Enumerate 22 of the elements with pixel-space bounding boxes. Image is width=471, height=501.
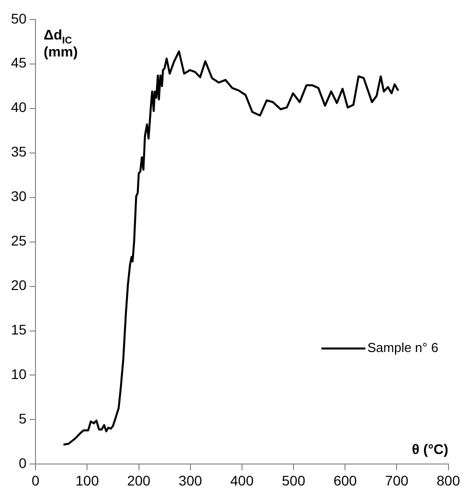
legend-label: Sample n° 6 bbox=[367, 340, 438, 356]
y-tick-label: 5 bbox=[18, 410, 27, 427]
x-tick-label: 600 bbox=[333, 472, 358, 488]
y-tick-label: 50 bbox=[10, 10, 27, 26]
x-tick-label: 400 bbox=[230, 472, 254, 488]
x-tick-label: 500 bbox=[282, 472, 306, 488]
x-tick-label: 700 bbox=[385, 472, 409, 488]
y-tick-label: 20 bbox=[10, 277, 27, 294]
y-tick-label: 35 bbox=[10, 144, 27, 160]
y-tick-label: 10 bbox=[10, 366, 27, 382]
x-tick-label: 100 bbox=[75, 472, 100, 488]
x-axis-title: θ (°C) bbox=[412, 441, 448, 458]
y-tick-label: 0 bbox=[18, 455, 27, 472]
x-tick-label: 800 bbox=[436, 472, 460, 488]
y-tick-label: 30 bbox=[10, 188, 27, 204]
y-tick-label: 15 bbox=[10, 322, 27, 338]
x-tick-label: 0 bbox=[32, 472, 40, 488]
y-tick-label: 25 bbox=[10, 232, 27, 249]
y-tick-label: 40 bbox=[10, 99, 27, 116]
y-tick-label: 45 bbox=[10, 54, 27, 71]
x-tick-label: 300 bbox=[178, 472, 202, 488]
x-tick-label: 200 bbox=[127, 472, 151, 488]
